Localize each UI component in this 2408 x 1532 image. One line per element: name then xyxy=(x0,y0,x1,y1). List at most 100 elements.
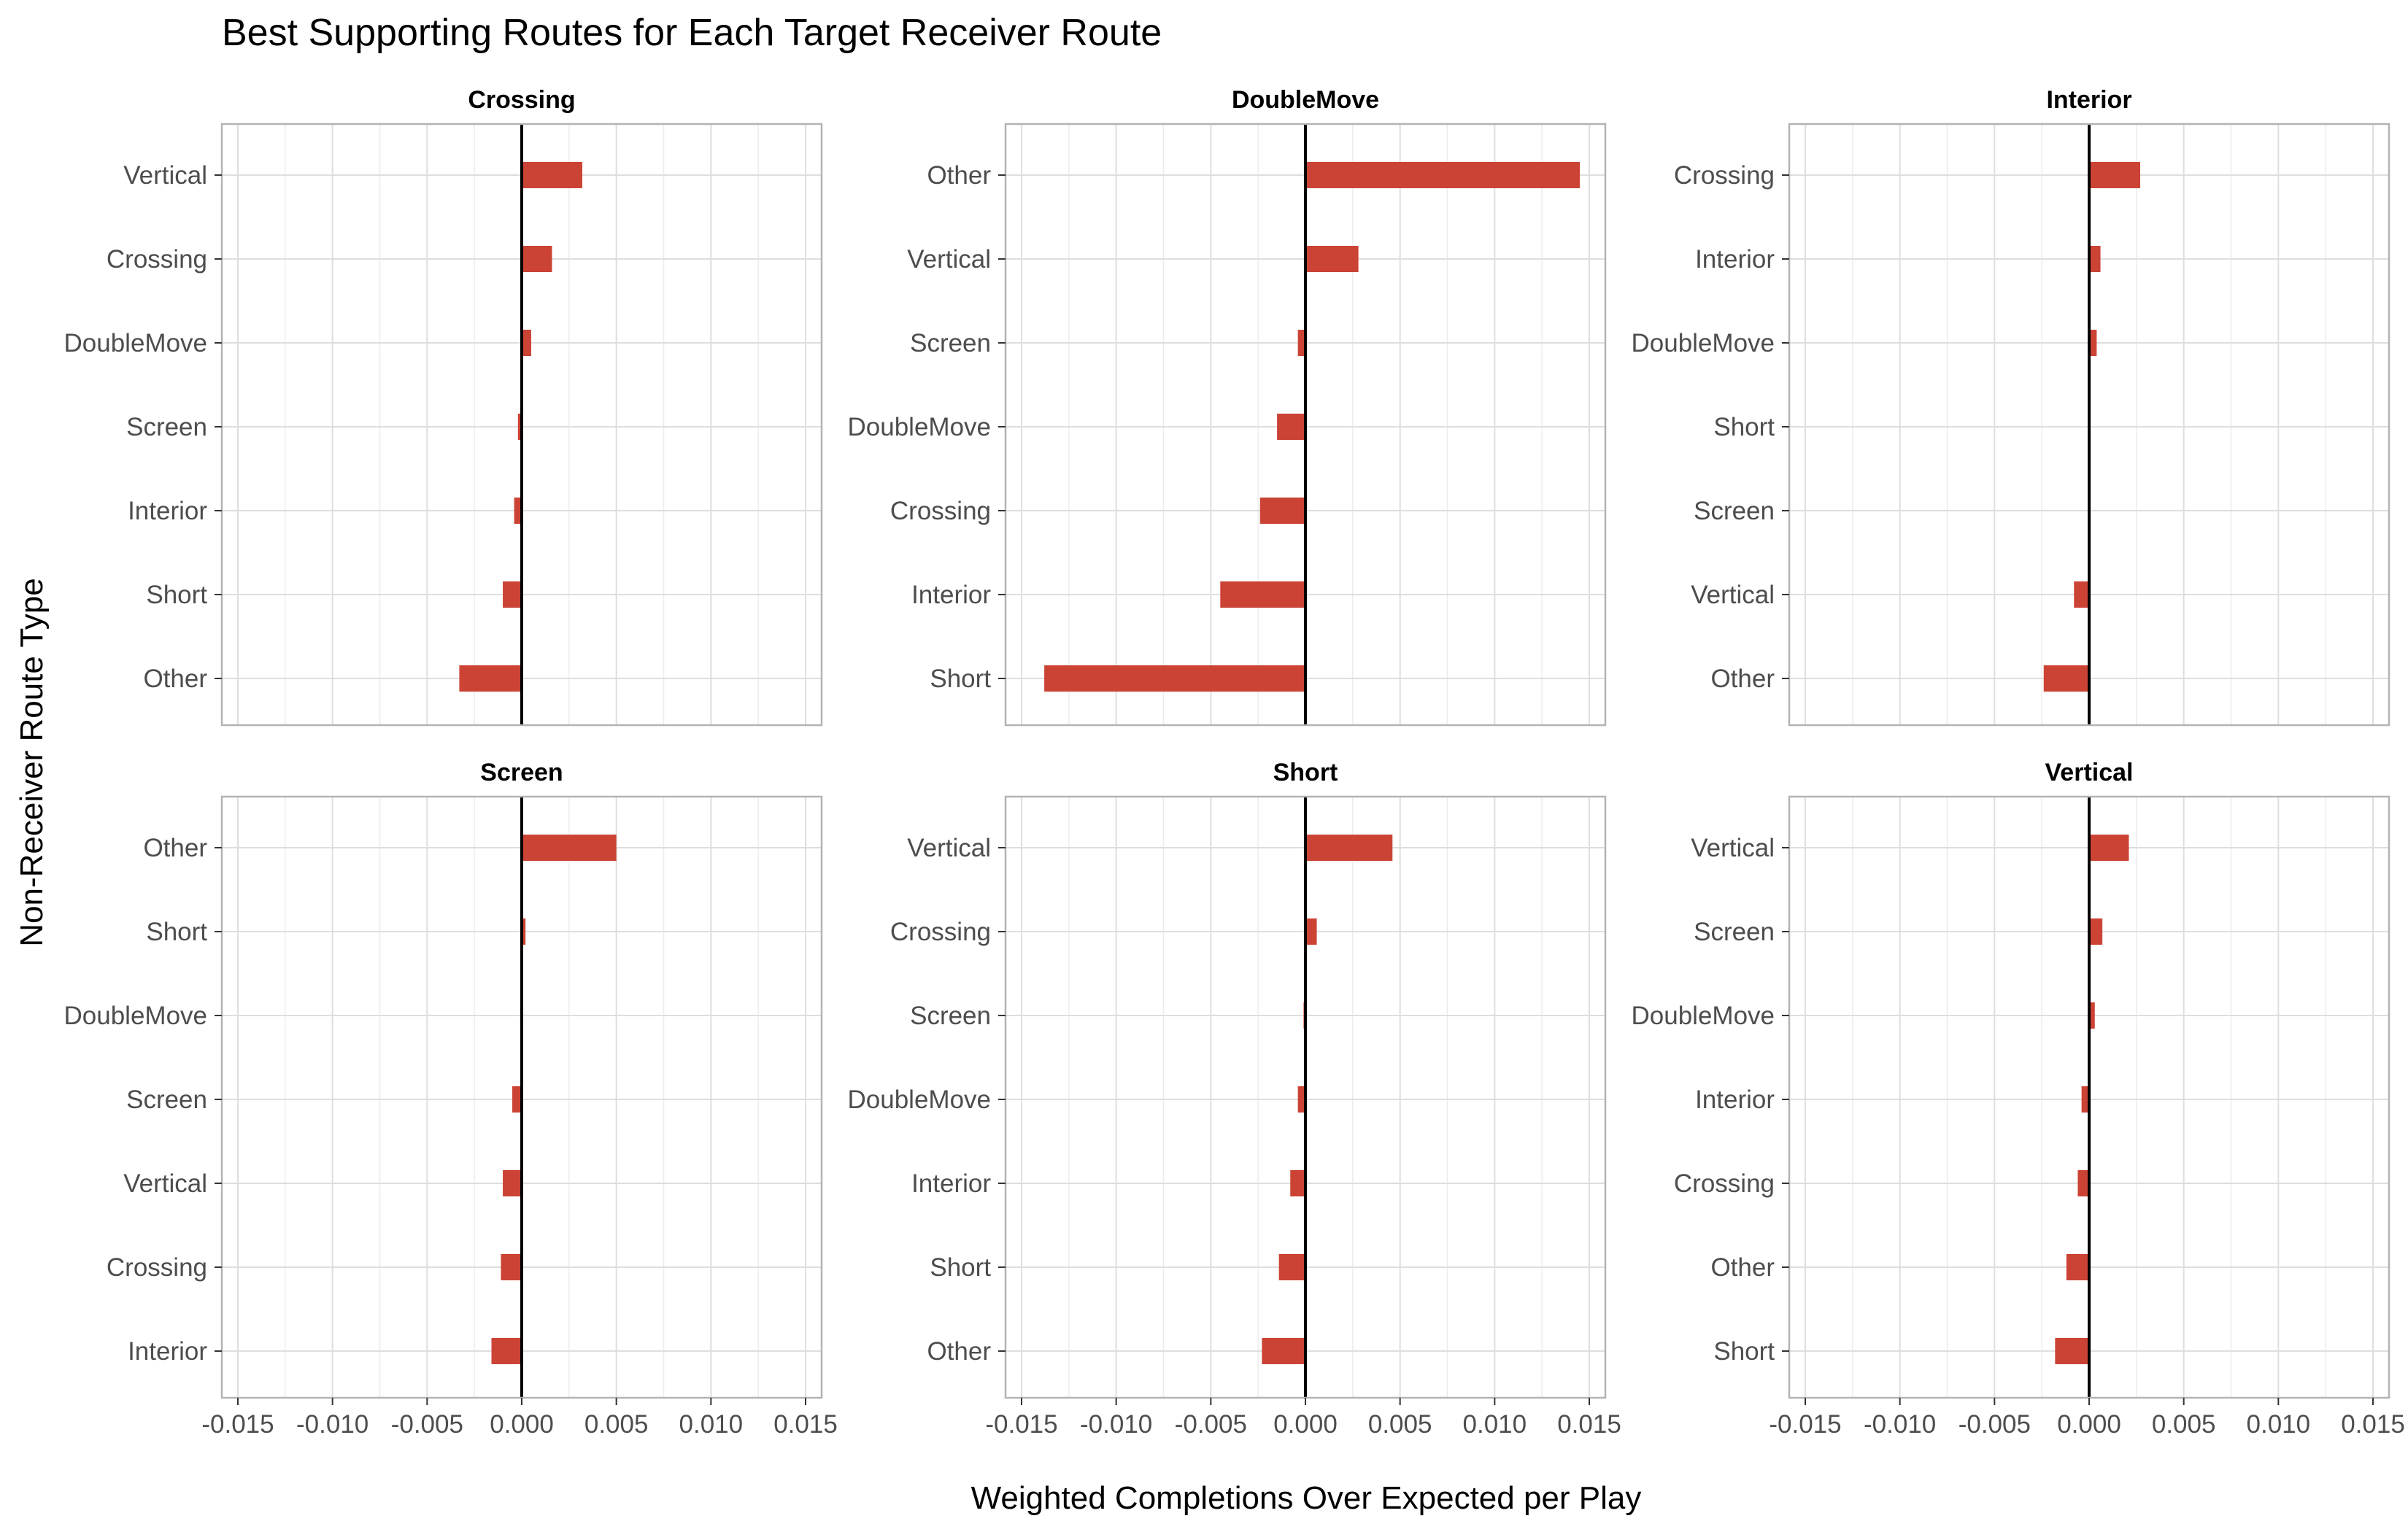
bar xyxy=(512,1086,522,1113)
facet-panels: CrossingVerticalCrossingDoubleMoveScreen… xyxy=(64,86,2405,1439)
bar xyxy=(1305,835,1393,861)
bar xyxy=(1305,246,1359,272)
bar xyxy=(2089,330,2097,356)
category-label: Crossing xyxy=(1674,1169,1775,1198)
category-label: Vertical xyxy=(1691,581,1775,609)
bar xyxy=(522,246,552,272)
x-tick-label: 0.010 xyxy=(679,1410,744,1439)
bar xyxy=(1220,581,1305,608)
bar xyxy=(1262,1338,1305,1364)
category-label: Short xyxy=(930,1253,991,1282)
x-tick-label: 0.000 xyxy=(490,1410,554,1439)
bar xyxy=(2089,246,2101,272)
facet-label: Screen xyxy=(480,759,563,786)
category-label: Short xyxy=(146,581,207,609)
bar xyxy=(1044,665,1305,692)
facet-panel: DoubleMove Other Vertical Screen DoubleMove C… xyxy=(848,86,1607,727)
x-tick-label: 0.005 xyxy=(1368,1410,1432,1439)
bar xyxy=(501,1254,522,1280)
category-label: Interior xyxy=(911,581,991,609)
category-label: Vertical xyxy=(123,1169,207,1198)
category-label: Screen xyxy=(910,329,991,357)
category-label: Short xyxy=(930,665,991,693)
x-tick-label: -0.010 xyxy=(1080,1410,1152,1439)
bar xyxy=(503,581,522,608)
chart-title: Best Supporting Routes for Each Target R… xyxy=(222,12,1162,54)
x-tick-label: -0.015 xyxy=(1769,1410,1841,1439)
facet-label: Interior xyxy=(2046,86,2131,114)
bar xyxy=(1277,414,1305,440)
bar xyxy=(2055,1338,2089,1364)
facet-label: Vertical xyxy=(2045,759,2134,786)
facet-panel: Vertical Vertical Screen DoubleMove Interior… xyxy=(1632,759,2405,1439)
category-label: Other xyxy=(1710,665,1775,693)
bar xyxy=(2043,665,2089,692)
bar xyxy=(1297,1086,1305,1113)
category-label: Vertical xyxy=(1691,834,1775,862)
bar xyxy=(503,1170,522,1196)
category-label: Short xyxy=(146,918,207,946)
bar xyxy=(2089,835,2129,861)
bar xyxy=(1278,1254,1305,1280)
category-label: Interior xyxy=(128,497,207,525)
x-tick-label: 0.015 xyxy=(2341,1410,2405,1439)
panel-border xyxy=(220,123,823,727)
facet-label: Crossing xyxy=(468,86,575,114)
bar xyxy=(514,498,522,524)
facet-panel: Screen Other Short DoubleMove Screen Vertical… xyxy=(64,759,838,1439)
category-label: DoubleMove xyxy=(1632,1002,1775,1030)
bar xyxy=(1297,330,1305,356)
x-tick-label: 0.015 xyxy=(773,1410,838,1439)
x-tick-label: 0.010 xyxy=(1463,1410,1527,1439)
bar xyxy=(2066,1254,2089,1280)
category-label: Crossing xyxy=(890,497,991,525)
category-label: Screen xyxy=(910,1002,991,1030)
facet-label: DoubleMove xyxy=(1232,86,1379,114)
x-tick-label: -0.005 xyxy=(391,1410,463,1439)
category-label: Vertical xyxy=(123,161,207,190)
category-label: Crossing xyxy=(107,1253,207,1282)
category-label: Other xyxy=(143,665,207,693)
x-tick-label: 0.015 xyxy=(1557,1410,1621,1439)
category-label: DoubleMove xyxy=(848,413,992,441)
category-label: Screen xyxy=(1694,497,1775,525)
category-label: Short xyxy=(1713,413,1775,441)
bar xyxy=(522,330,531,356)
bar xyxy=(491,1338,522,1364)
x-axis-title: Weighted Completions Over Expected per P… xyxy=(971,1480,1642,1516)
x-tick-label: 0.000 xyxy=(1273,1410,1338,1439)
bar xyxy=(2074,581,2089,608)
bar xyxy=(2089,1002,2095,1029)
x-tick-label: 0.000 xyxy=(2057,1410,2121,1439)
category-label: Screen xyxy=(126,1086,207,1114)
category-label: DoubleMove xyxy=(64,329,208,357)
category-label: Interior xyxy=(128,1337,207,1366)
x-tick-label: -0.010 xyxy=(1864,1410,1936,1439)
x-tick-label: 0.005 xyxy=(2152,1410,2216,1439)
category-label: Vertical xyxy=(907,834,991,862)
bar xyxy=(2081,1086,2089,1113)
category-label: Interior xyxy=(1695,1086,1775,1114)
bar xyxy=(2089,162,2141,188)
x-tick-label: -0.010 xyxy=(296,1410,368,1439)
category-label: Short xyxy=(1713,1337,1775,1366)
facet-panel: Short Vertical Crossing Screen DoubleMove Int… xyxy=(848,759,1621,1439)
category-label: Other xyxy=(143,834,207,862)
bar xyxy=(1290,1170,1305,1196)
bar xyxy=(517,414,522,440)
panel-border xyxy=(1788,123,2390,727)
x-tick-label: -0.005 xyxy=(1959,1410,2031,1439)
x-tick-label: -0.015 xyxy=(985,1410,1057,1439)
category-label: Screen xyxy=(126,413,207,441)
panel-border xyxy=(1004,123,1607,727)
category-label: DoubleMove xyxy=(64,1002,208,1030)
bar xyxy=(2077,1170,2089,1196)
bar xyxy=(2089,918,2103,945)
y-axis-title: Non-Receiver Route Type xyxy=(14,578,50,946)
category-label: Crossing xyxy=(1674,161,1775,190)
facet-label: Short xyxy=(1273,759,1338,786)
category-label: DoubleMove xyxy=(848,1086,992,1114)
facet-panel: Interior Crossing Interior DoubleMove Short S… xyxy=(1632,86,2390,727)
x-tick-label: 0.010 xyxy=(2247,1410,2311,1439)
